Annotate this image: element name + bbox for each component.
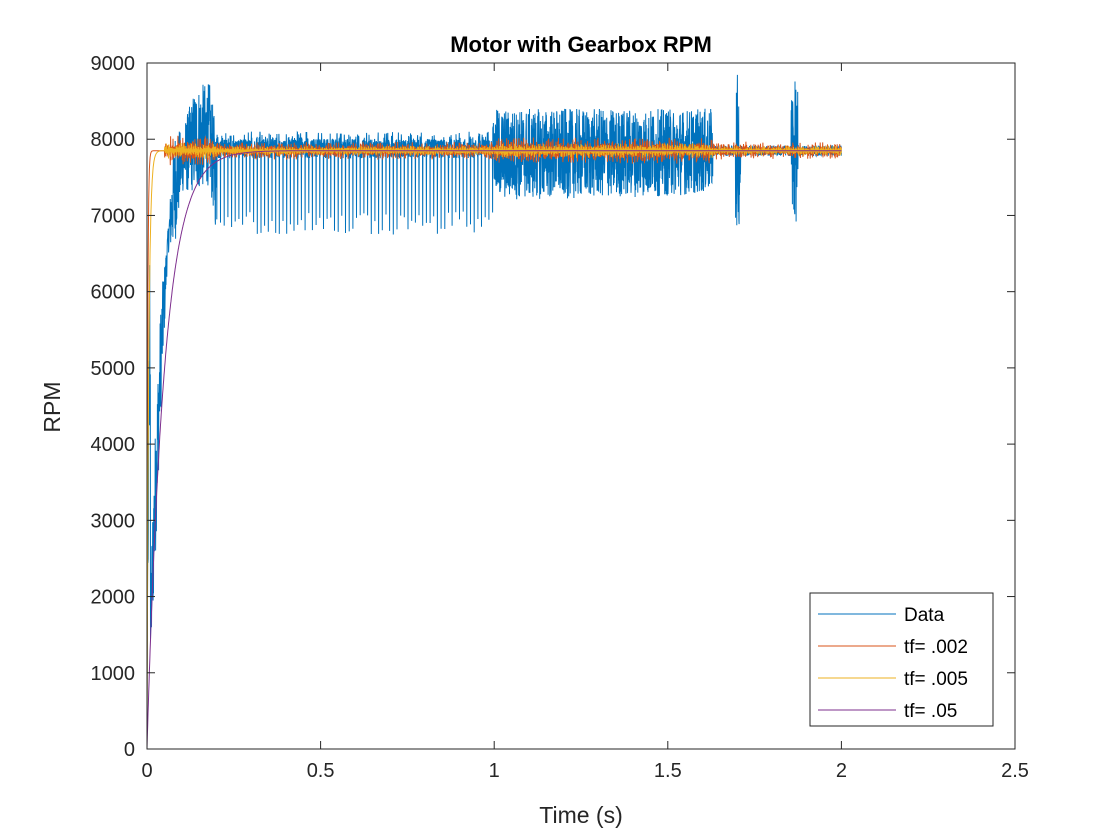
y-axis-label: RPM [39, 381, 65, 432]
y-tick-label: 8000 [91, 129, 136, 151]
x-tick-label: 1.5 [654, 760, 682, 782]
y-tick-label: 7000 [91, 205, 136, 227]
y-tick-label: 5000 [91, 358, 136, 380]
legend: Data tf= .002 tf= .005 tf= .05 [810, 593, 993, 726]
y-tick-label: 6000 [91, 282, 136, 304]
y-tick-label: 0 [124, 739, 135, 761]
x-axis-label: Time (s) [539, 802, 622, 828]
chart-title: Motor with Gearbox RPM [450, 32, 712, 57]
legend-label: tf= .002 [904, 637, 968, 658]
legend-label: tf= .005 [904, 669, 968, 690]
x-tick-label: 0.5 [307, 760, 335, 782]
x-tick-label: 2.5 [1001, 760, 1029, 782]
y-tick-label: 1000 [91, 663, 136, 685]
legend-label: tf= .05 [904, 701, 957, 722]
y-tick-label: 4000 [91, 434, 136, 456]
x-tick-label: 1 [489, 760, 500, 782]
y-tick-label: 2000 [91, 587, 136, 609]
legend-box [810, 593, 993, 726]
y-tick-label: 3000 [91, 510, 136, 532]
y-tick-label: 9000 [91, 53, 136, 75]
x-tick-label: 2 [836, 760, 847, 782]
legend-label: Data [904, 605, 945, 626]
x-tick-label: 0 [141, 760, 152, 782]
